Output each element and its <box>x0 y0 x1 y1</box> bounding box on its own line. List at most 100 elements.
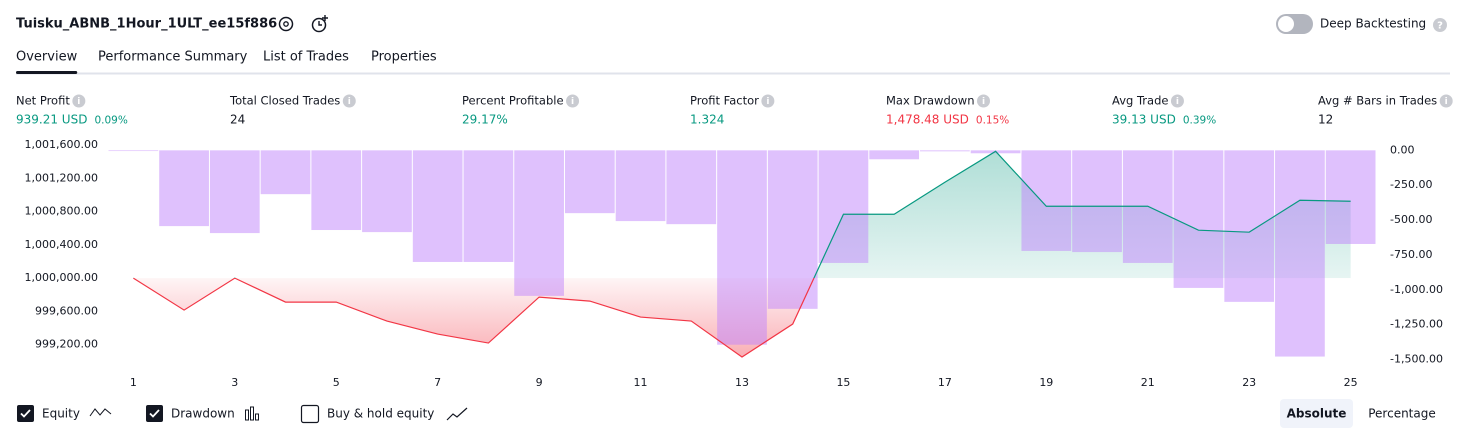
drawdown-bar <box>159 150 209 227</box>
drawdown-checkbox[interactable] <box>146 405 163 422</box>
x-tick-label: 13 <box>735 376 749 389</box>
metric-percent: 0.09% <box>94 115 127 127</box>
metric-value: 29.17% <box>462 113 508 127</box>
info-icon-glyph: i <box>571 97 574 107</box>
settings-icon[interactable] <box>278 16 294 32</box>
equity-line <box>133 150 1351 358</box>
y-tick-label: 999,200.00 <box>35 338 98 351</box>
drawdown-bar <box>108 150 159 152</box>
drawdown-bar <box>869 150 920 160</box>
equity-area <box>133 151 1351 358</box>
drawdown-bar <box>362 150 412 233</box>
equity-checkbox[interactable] <box>17 405 34 422</box>
metric-label: Percent Profitable <box>462 94 564 108</box>
absolute-button[interactable] <box>1280 399 1353 428</box>
info-icon-glyph: i <box>1445 97 1448 107</box>
buy-hold-label: Buy & hold equity <box>327 407 434 421</box>
strategy-title: Tuisku_ABNB_1Hour_1ULT_ee15f886 <box>16 17 277 32</box>
drawdown-bar <box>463 150 514 262</box>
equity-icon <box>89 408 112 417</box>
drawdown-bar <box>818 150 869 263</box>
x-tick-label: 5 <box>333 376 340 389</box>
drawdown-bar <box>666 150 717 225</box>
y-tick-label: 1,001,600.00 <box>25 138 98 151</box>
y2-tick-label: -1,000.00 <box>1390 283 1443 296</box>
y-tick-label: 999,600.00 <box>35 304 98 317</box>
y-tick-label: 1,000,800.00 <box>25 205 98 218</box>
info-icon[interactable] <box>977 94 990 108</box>
deep-backtesting-toggle[interactable] <box>1276 14 1313 34</box>
info-icon[interactable] <box>1439 94 1453 108</box>
drawdown-bar <box>1224 150 1275 302</box>
buy-hold-checkbox[interactable] <box>300 404 320 424</box>
x-tick-label: 9 <box>536 376 543 389</box>
y-tick-label: 1,001,200.00 <box>25 171 98 184</box>
drawdown-bar <box>1173 150 1224 288</box>
drawdown-bar <box>920 150 970 152</box>
drawdown-bar <box>412 150 463 262</box>
x-tick-label: 15 <box>836 376 850 389</box>
drawdown-bar <box>209 150 260 234</box>
percentage-button[interactable]: Percentage <box>1368 407 1436 421</box>
metric-value: 1.324 <box>690 113 724 127</box>
drawdown-bar <box>1325 150 1376 244</box>
metric-value: 39.13 USD <box>1112 113 1176 127</box>
svg-text:?: ? <box>1437 21 1443 32</box>
y-tick-label: 1,000,000.00 <box>25 271 98 284</box>
metric-value: 939.21 USD <box>16 113 87 127</box>
info-icon[interactable] <box>1170 94 1184 108</box>
y2-tick-label: 0.00 <box>1390 143 1415 156</box>
drawdown-bar <box>1275 150 1325 357</box>
x-tick-label: 11 <box>634 376 648 389</box>
metric-percent: 0.39% <box>1183 115 1216 127</box>
equity-toggle-label: Equity <box>42 407 80 421</box>
y2-tick-label: -750.00 <box>1390 248 1432 261</box>
drawdown-bar <box>615 150 666 222</box>
metric-label: Max Drawdown <box>886 94 975 108</box>
help-icon[interactable]: ? <box>1433 18 1447 32</box>
drawdown-bar <box>717 150 767 345</box>
y2-tick-label: -500.00 <box>1390 213 1432 226</box>
drawdown-bar <box>564 150 615 214</box>
metric-label: Profit Factor <box>690 94 759 108</box>
drawdown-bar <box>1021 150 1072 251</box>
tab[interactable]: Overview <box>16 50 78 65</box>
metric-value: 24 <box>230 113 245 127</box>
x-tick-label: 3 <box>231 376 238 389</box>
x-tick-label: 19 <box>1039 376 1053 389</box>
info-icon[interactable] <box>72 94 86 108</box>
y-tick-label: 1,000,400.00 <box>25 238 98 251</box>
metric-label: Net Profit <box>16 94 70 108</box>
drawdown-bar <box>767 150 818 309</box>
x-tick-label: 7 <box>434 376 441 389</box>
info-icon[interactable] <box>342 94 356 108</box>
y2-tick-label: -1,500.00 <box>1390 353 1443 366</box>
y2-tick-label: -1,250.00 <box>1390 318 1443 331</box>
tab[interactable]: List of Trades <box>263 50 349 65</box>
info-icon-glyph: i <box>77 97 80 107</box>
metric-label: Avg # Bars in Trades <box>1318 94 1437 108</box>
metric-percent: 0.15% <box>976 115 1009 127</box>
x-tick-label: 25 <box>1344 376 1358 389</box>
alert-icon[interactable] <box>311 15 329 33</box>
x-tick-label: 21 <box>1141 376 1155 389</box>
info-icon[interactable] <box>761 94 775 108</box>
drawdown-icon <box>245 406 259 421</box>
x-tick-label: 23 <box>1242 376 1256 389</box>
deep-backtesting-label: Deep Backtesting <box>1320 17 1426 31</box>
drawdown-bar <box>260 150 311 195</box>
info-icon-glyph: i <box>348 97 351 107</box>
drawdown-bar <box>514 150 564 296</box>
metric-value: 12 <box>1318 113 1333 127</box>
tab[interactable]: Performance Summary <box>98 50 248 65</box>
info-icon-glyph: i <box>1176 97 1179 107</box>
info-icon-glyph: i <box>982 97 985 107</box>
tab[interactable]: Properties <box>371 50 437 65</box>
metric-label: Total Closed Trades <box>229 94 340 108</box>
active-tab-underline <box>16 71 78 74</box>
buy-hold-icon <box>446 407 468 421</box>
info-icon-glyph: i <box>766 97 769 107</box>
drawdown-bar <box>311 150 362 231</box>
info-icon[interactable] <box>566 94 580 108</box>
x-tick-label: 1 <box>130 376 137 389</box>
